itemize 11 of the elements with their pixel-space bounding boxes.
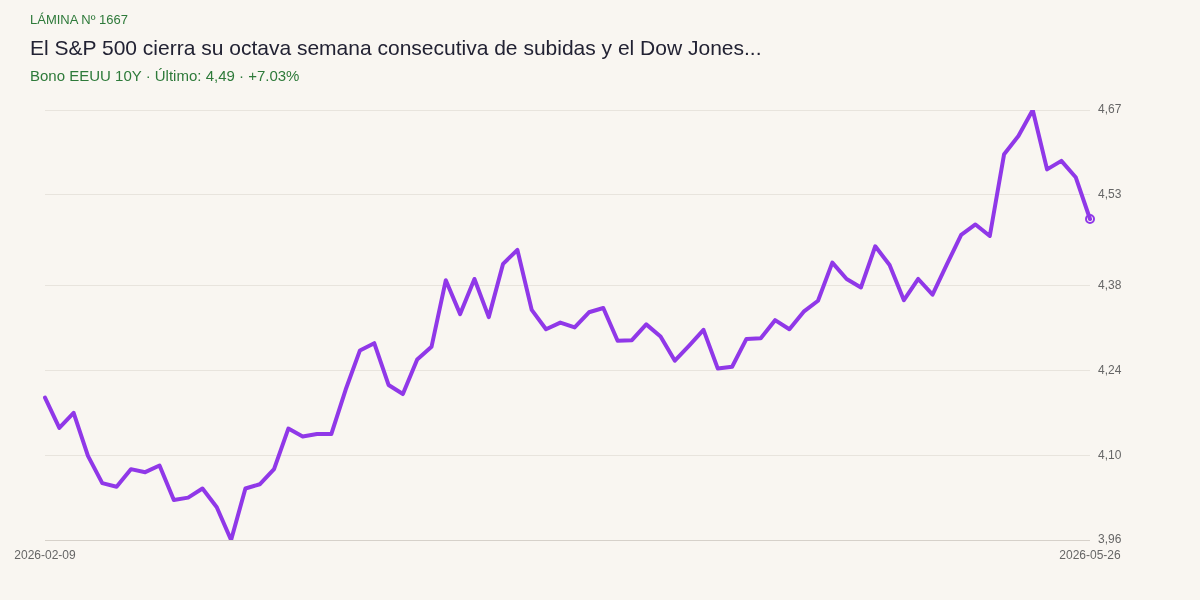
y-tick-label: 4,10 <box>1098 447 1122 462</box>
y-tick-label: 4,24 <box>1098 362 1122 377</box>
y-tick-label: 4,53 <box>1098 187 1122 202</box>
y-tick-label: 4,67 <box>1098 102 1122 117</box>
y-tick-label: 3,96 <box>1098 532 1122 547</box>
text: LÁMINA Nº 1667 <box>30 12 128 27</box>
x-tick-label: 2026-05-26 <box>1059 547 1122 562</box>
x-tick-label: 2026-02-09 <box>14 547 77 562</box>
y-tick-label: 4,38 <box>1098 277 1122 292</box>
chart-subtitle: Bono EEUU 10Y · Último: 4,49 · +7.03% <box>30 67 300 84</box>
chart-title: El S&P 500 cierra su octava semana consecutiva de subidas y el Dow Jones... <box>30 36 762 60</box>
